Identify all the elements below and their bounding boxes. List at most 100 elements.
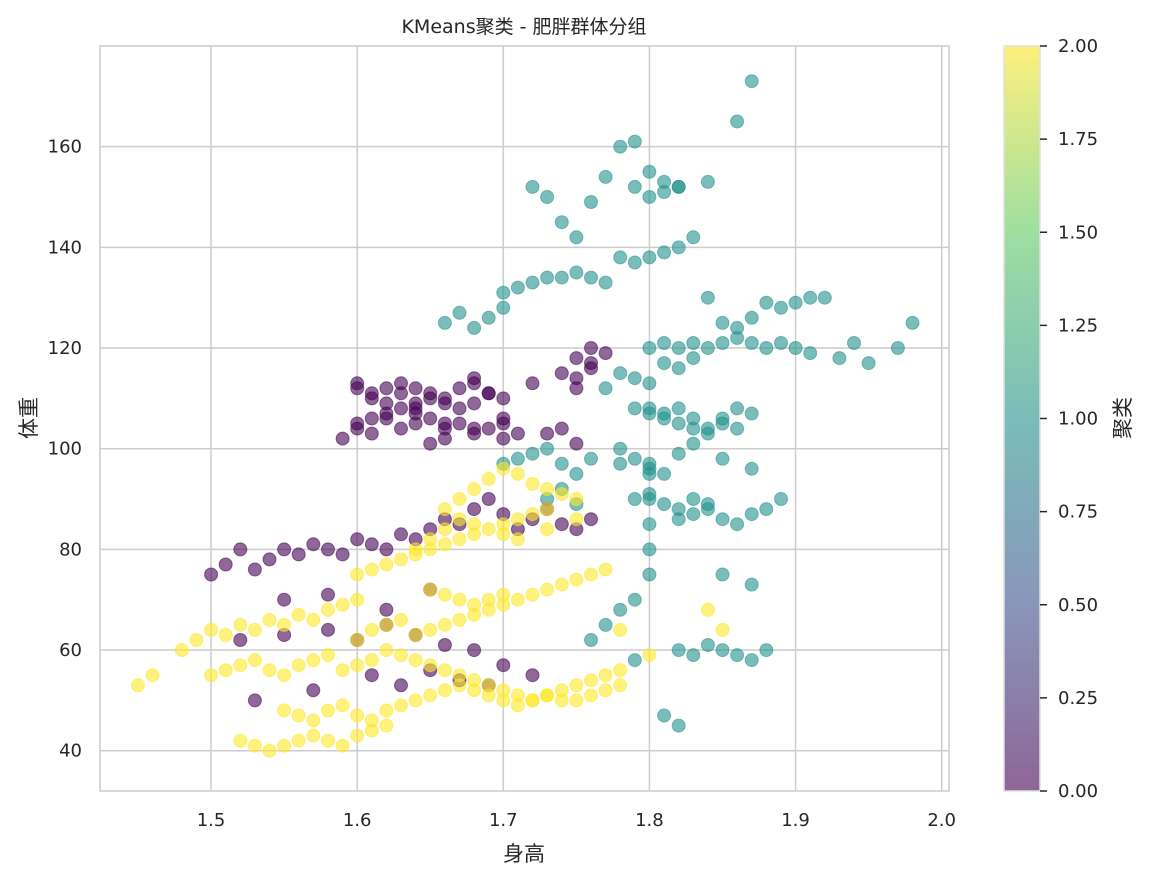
data-point-cluster-0: [321, 542, 335, 557]
data-point-cluster-2: [467, 517, 482, 532]
data-point-cluster-1: [657, 708, 672, 723]
data-point-cluster-0: [481, 386, 496, 401]
data-point-cluster-0: [364, 537, 379, 552]
data-point-cluster-1: [700, 426, 715, 441]
data-point-cluster-2: [467, 597, 482, 612]
data-point-cluster-2: [394, 552, 408, 567]
data-point-cluster-2: [277, 668, 292, 683]
data-point-cluster-0: [247, 693, 262, 708]
data-point-cluster-0: [394, 401, 408, 416]
data-point-cluster-0: [321, 622, 335, 637]
data-point-cluster-1: [452, 305, 467, 320]
data-point-cluster-2: [321, 733, 335, 748]
data-point-cluster-1: [613, 602, 628, 617]
data-point-cluster-1: [715, 512, 730, 527]
data-point-cluster-2: [335, 597, 350, 612]
data-point-cluster-2: [569, 693, 584, 708]
colorbar-ticks: 0.00 0.25 0.50 0.75 1.00 1.25 1.50 1.75 2.00: [1040, 36, 1098, 802]
y-tick-label: 100: [48, 439, 82, 460]
data-point-cluster-2: [598, 668, 613, 683]
data-point-cluster-2: [306, 728, 321, 743]
data-point-cluster-2: [379, 718, 394, 733]
data-point-cluster-2: [613, 663, 628, 678]
colorbar-tick-label: 2.00: [1058, 36, 1098, 57]
data-point-cluster-2: [613, 622, 628, 637]
data-point-cluster-2: [247, 622, 262, 637]
data-point-cluster-0: [423, 436, 438, 451]
x-tick-label: 1.9: [781, 810, 810, 831]
data-point-cluster-2: [510, 532, 525, 547]
data-point-cluster-1: [715, 336, 730, 350]
data-point-cluster-2: [437, 587, 452, 602]
data-point-cluster-0: [408, 381, 423, 396]
data-point-cluster-1: [642, 406, 657, 421]
data-point-cluster-2: [335, 738, 350, 753]
data-point-cluster-0: [277, 542, 292, 557]
data-point-cluster-1: [627, 401, 642, 416]
data-point-cluster-1: [627, 371, 642, 386]
data-point-cluster-1: [686, 436, 701, 451]
data-point-cluster-2: [291, 708, 306, 723]
data-point-cluster-1: [730, 401, 745, 416]
data-point-cluster-1: [686, 507, 701, 522]
data-point-cluster-1: [467, 320, 482, 335]
data-point-cluster-1: [496, 300, 511, 315]
data-point-cluster-2: [496, 693, 511, 708]
data-point-cluster-0: [452, 401, 467, 416]
data-point-cluster-2: [394, 648, 408, 663]
data-point-cluster-1: [759, 341, 774, 355]
y-tick-label: 120: [48, 338, 82, 359]
data-point-cluster-1: [642, 341, 657, 355]
data-point-cluster-1: [715, 643, 730, 658]
data-point-cluster-1: [657, 356, 672, 371]
data-point-cluster-0: [540, 426, 555, 441]
data-point-cluster-2: [364, 562, 379, 577]
data-point-cluster-2: [554, 487, 569, 501]
y-tick-label: 80: [59, 539, 82, 560]
colorbar-tick-label: 0.00: [1058, 781, 1098, 802]
data-point-cluster-1: [671, 718, 686, 733]
data-point-cluster-1: [730, 331, 745, 345]
y-axis-label: 体重: [17, 397, 41, 439]
data-point-cluster-2: [364, 622, 379, 637]
data-point-cluster-1: [642, 164, 657, 179]
data-point-cluster-0: [525, 668, 540, 683]
data-point-cluster-0: [350, 376, 365, 391]
data-point-cluster-1: [730, 114, 745, 129]
data-point-cluster-1: [642, 190, 657, 204]
data-point-cluster-2: [321, 703, 335, 718]
data-point-cluster-2: [189, 633, 204, 647]
data-point-cluster-2: [423, 532, 438, 547]
data-point-cluster-2: [306, 713, 321, 728]
data-point-cluster-2: [350, 658, 365, 673]
data-point-cluster-0: [467, 396, 482, 411]
data-point-cluster-2: [145, 668, 160, 683]
data-point-cluster-1: [905, 315, 920, 330]
data-point-cluster-1: [437, 315, 452, 330]
data-point-cluster-0: [467, 643, 482, 658]
data-point-cluster-0: [598, 346, 613, 361]
data-point-cluster-0: [364, 411, 379, 426]
data-point-cluster-1: [627, 592, 642, 607]
data-point-cluster-2: [174, 643, 189, 658]
data-point-cluster-0: [262, 552, 277, 567]
data-point-cluster-1: [715, 315, 730, 330]
data-point-cluster-1: [774, 492, 788, 506]
colorbar: 0.00 0.25 0.50 0.75 1.00 1.25 1.50 1.75 2.00 聚类: [1003, 36, 1135, 802]
data-point-cluster-2: [350, 633, 365, 647]
y-tick-label: 160: [48, 137, 82, 158]
data-point-cluster-1: [584, 270, 598, 285]
data-point-cluster-1: [642, 250, 657, 265]
data-point-cluster-1: [613, 441, 628, 456]
data-point-cluster-1: [759, 295, 774, 310]
data-point-cluster-2: [423, 688, 438, 703]
data-point-cluster-2: [408, 693, 423, 708]
data-point-cluster-1: [657, 336, 672, 350]
data-points: [131, 74, 920, 758]
data-point-cluster-0: [554, 517, 569, 532]
data-point-cluster-2: [496, 587, 511, 602]
data-point-cluster-2: [613, 678, 628, 693]
data-point-cluster-2: [423, 622, 438, 637]
data-point-cluster-1: [686, 230, 701, 245]
data-point-cluster-2: [437, 522, 452, 537]
